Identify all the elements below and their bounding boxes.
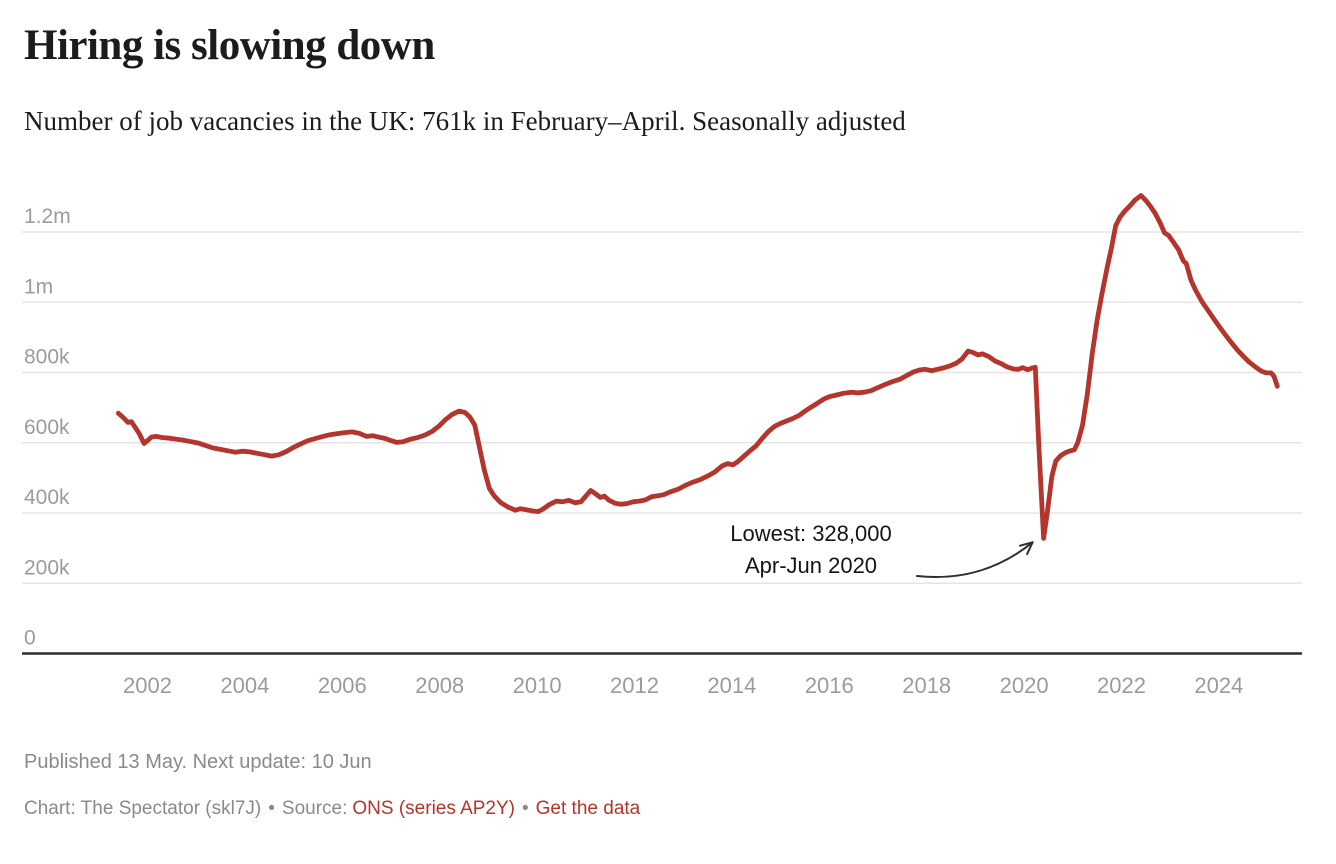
y-tick-label: 1m <box>24 275 53 298</box>
source-link[interactable]: ONS (series AP2Y) <box>352 798 515 819</box>
x-tick-label: 2012 <box>610 673 659 698</box>
x-tick-label: 2008 <box>415 673 464 698</box>
credit-text: Chart: The Spectator (skl7J) <box>24 798 262 819</box>
x-tick-label: 2018 <box>902 673 951 698</box>
vacancies-series-line <box>115 193 1280 541</box>
y-tick-label: 800k <box>24 346 70 369</box>
footer-published: Published 13 May. Next update: 10 Jun <box>24 751 372 773</box>
x-tick-label: 2010 <box>513 673 562 698</box>
source-label: Source: <box>281 798 348 819</box>
annotation-arrowhead <box>1018 541 1034 556</box>
get-the-data-link[interactable]: Get the data <box>535 798 641 819</box>
chart-subtitle: Number of job vacancies in the UK: 761k … <box>24 106 906 136</box>
x-tick-label: 2020 <box>1000 673 1049 698</box>
y-tick-label: 600k <box>24 416 70 439</box>
separator-bullet: • <box>522 798 529 819</box>
separator-bullet: • <box>268 798 275 819</box>
footer-credit: Chart: The Spectator (skl7J) • Source: ONS … <box>24 798 640 820</box>
x-tick-label: 2024 <box>1194 673 1243 698</box>
x-tick-label: 2006 <box>318 673 367 698</box>
x-tick-label: 2002 <box>123 673 172 698</box>
x-tick-label: 2004 <box>220 673 269 698</box>
annotation-arrow <box>916 541 1034 578</box>
chart-title: Hiring is slowing down <box>24 22 435 69</box>
annotation-text: Lowest: 328,000 Apr-Jun 2020 <box>730 521 891 578</box>
x-tick-label: 2016 <box>805 673 854 698</box>
y-tick-label: 200k <box>24 556 70 579</box>
x-tick-label: 2014 <box>707 673 756 698</box>
y-tick-label: 0 <box>24 627 36 650</box>
y-tick-label: 1.2m <box>24 205 71 228</box>
x-tick-label: 2022 <box>1097 673 1146 698</box>
y-tick-label: 400k <box>24 486 70 509</box>
